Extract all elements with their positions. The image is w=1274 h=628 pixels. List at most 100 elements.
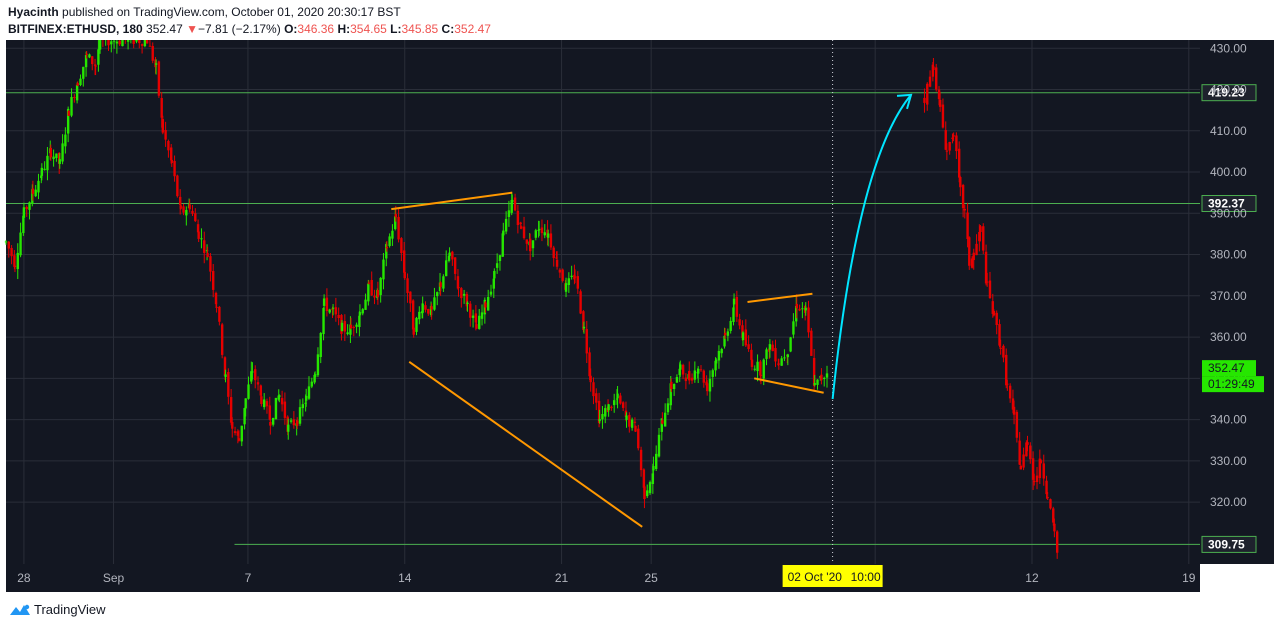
level-label-box: [1201, 84, 1257, 102]
candle: [570, 275, 573, 278]
candle: [52, 156, 55, 160]
candle: [274, 397, 278, 420]
x-tick-label: 28: [17, 571, 31, 585]
time-axis[interactable]: [6, 564, 1200, 592]
open-value: 346.36: [297, 22, 335, 36]
pattern-trendline[interactable]: [747, 292, 813, 303]
candle: [750, 359, 754, 367]
candle: [480, 312, 484, 319]
candle: [209, 256, 212, 272]
candle: [486, 297, 490, 311]
candle: [247, 384, 250, 399]
pattern-trendline[interactable]: [391, 191, 513, 211]
candle: [655, 453, 658, 469]
candle: [520, 226, 523, 229]
candle: [84, 55, 88, 68]
candle: [406, 278, 409, 294]
candle: [795, 305, 798, 322]
candle: [296, 420, 299, 426]
candle: [110, 41, 113, 45]
author-name[interactable]: Hyacinth: [8, 5, 59, 19]
candle: [619, 395, 622, 404]
candle: [118, 40, 121, 45]
candle: [94, 65, 97, 67]
candle: [672, 383, 676, 390]
ohlc-legend: BITFINEX:ETHUSD, 180 352.47 ▼−7.81 (−2.1…: [8, 22, 491, 36]
candle: [254, 369, 257, 381]
candle: [70, 97, 73, 116]
candle: [143, 40, 147, 47]
candle: [16, 252, 19, 270]
candle: [478, 315, 481, 329]
projected-candle: [1015, 411, 1019, 438]
projected-candle: [951, 137, 954, 139]
candle: [762, 359, 765, 379]
candle: [786, 354, 790, 358]
candle: [555, 259, 559, 267]
x-tick-label: 7: [245, 571, 252, 585]
projected-candle: [1022, 454, 1025, 468]
candle: [684, 377, 688, 382]
projected-candle: [931, 64, 935, 77]
projection-arrow[interactable]: [831, 94, 912, 400]
pattern-trendline[interactable]: [754, 377, 824, 394]
candle: [442, 276, 445, 289]
candle: [85, 53, 88, 55]
candle: [675, 377, 679, 383]
projected-candle: [1049, 499, 1052, 509]
projected-candle: [963, 208, 966, 211]
open-label: O:: [284, 22, 298, 36]
candle: [4, 241, 8, 243]
price-axis[interactable]: [1200, 40, 1274, 564]
projected-candle: [1033, 481, 1036, 483]
plot-area[interactable]: [6, 40, 1200, 564]
candle: [474, 313, 478, 323]
projected-candle: [1026, 442, 1029, 445]
candle: [717, 350, 721, 361]
candle: [720, 348, 723, 354]
projected-candle: [966, 212, 969, 239]
candle: [681, 364, 685, 375]
candle: [214, 292, 218, 305]
candle: [157, 61, 161, 96]
last-price-box: [1202, 360, 1256, 377]
projected-candle: [992, 311, 996, 316]
candle: [170, 147, 173, 161]
candle: [661, 420, 664, 424]
projected-candle: [1005, 354, 1008, 386]
candle: [652, 466, 655, 471]
candle: [670, 381, 673, 389]
candle: [61, 143, 64, 162]
candle: [537, 229, 540, 231]
candle: [634, 425, 637, 432]
candle: [498, 255, 502, 262]
candle: [597, 400, 601, 424]
pattern-trendline[interactable]: [408, 361, 643, 528]
candle: [456, 276, 460, 289]
candle: [693, 370, 697, 380]
tradingview-logo-icon[interactable]: [8, 603, 32, 617]
candle: [394, 216, 397, 230]
brand-name[interactable]: TradingView: [34, 602, 106, 617]
candle: [573, 276, 577, 278]
candle: [421, 303, 424, 313]
candle: [589, 375, 592, 383]
candle: [582, 326, 586, 329]
projected-candle: [968, 237, 971, 266]
projected-candle: [1019, 465, 1022, 470]
projected-candle: [948, 141, 951, 151]
candle: [561, 269, 564, 281]
candle: [471, 315, 475, 318]
candle: [475, 324, 478, 329]
candle: [251, 371, 254, 373]
chart-header: Hyacinth published on TradingView.com, O…: [0, 0, 1274, 40]
candle: [723, 332, 727, 336]
candle: [642, 469, 646, 488]
candle: [98, 40, 102, 50]
candle: [765, 349, 768, 359]
horizontal-levels[interactable]: 419.23 392.37 309.75: [6, 84, 1257, 553]
drawings[interactable]: [391, 40, 913, 564]
candle: [812, 357, 816, 386]
